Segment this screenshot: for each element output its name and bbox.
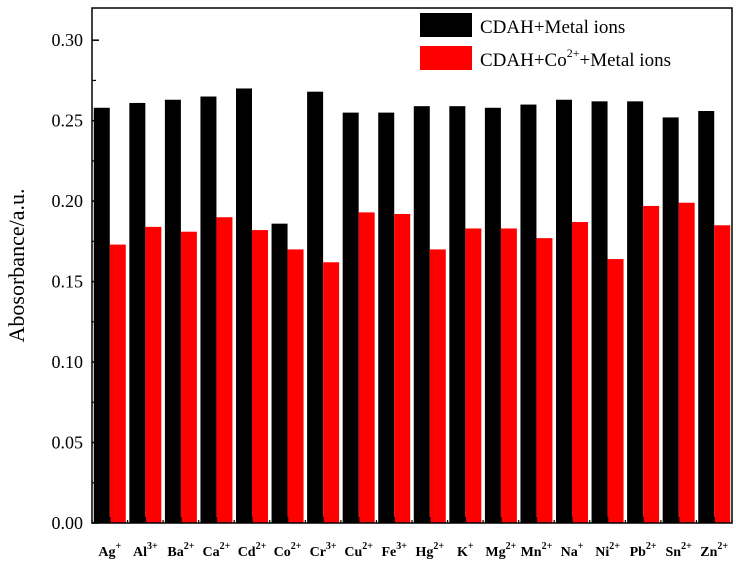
legend-label-2: CDAH+Co2++Metal ions (480, 46, 671, 71)
x-tick-label-ni: Ni2+ (595, 541, 620, 560)
x-tick-label-ba: Ba2+ (167, 541, 194, 560)
legend-swatch-1 (420, 13, 472, 37)
bar-cdah-cu (342, 112, 359, 523)
x-tick-label-fe: Fe3+ (381, 541, 407, 560)
bar-cdah-ag (93, 107, 110, 523)
x-tick-label-k: K+ (457, 541, 474, 560)
bar-cdah-ca (200, 96, 217, 523)
bar-cdah-co-cd (252, 230, 268, 523)
bar-cdah-co-sn (678, 202, 695, 523)
y-tick-label: 0.05 (52, 433, 84, 453)
x-tick-label-cr: Cr3+ (310, 541, 337, 560)
bar-cdah-na (556, 99, 572, 523)
bar-cdah-co-mn (536, 238, 553, 523)
y-tick-label: 0.25 (52, 111, 84, 131)
x-tick-label-ag: Ag+ (98, 541, 121, 560)
x-tick-label-co: Co2+ (274, 541, 302, 560)
x-axis: Ag+ Al3+ Ba2+ Ca2+ Cd2+ Co2+ Cr3+ Cu2+ Fe3+ Hg2+ K… (91, 517, 733, 560)
x-tick-label-mg: Mg2+ (485, 541, 516, 560)
bar-cdah-co (271, 223, 288, 523)
bar-cdah-co-pb (643, 205, 660, 523)
bar-cdah-co-zn (714, 225, 731, 523)
bar-cdah-co-fe (394, 214, 411, 523)
legend-label-1: CDAH+Metal ions (480, 17, 625, 38)
bar-cdah-co-hg (429, 249, 446, 523)
bar-cdah-ba (164, 99, 181, 523)
x-tick-label-cu: Cu2+ (344, 541, 373, 560)
bar-cdah-co-ni (607, 259, 624, 523)
x-tick-label-sn: Sn2+ (666, 541, 693, 560)
bar-cdah-k (449, 106, 466, 523)
bar-cdah-cd (236, 88, 252, 523)
y-tick-label: 0.10 (52, 352, 84, 372)
legend: CDAH+Metal ions CDAH+Co2++Metal ions (420, 13, 671, 71)
bar-cdah-zn (698, 111, 715, 523)
x-tick-label-al: Al3+ (133, 541, 158, 560)
bar-cdah-ni (591, 101, 608, 523)
bar-cdah-mn (520, 104, 537, 523)
x-tick-label-hg: Hg2+ (415, 541, 444, 560)
y-tick-label: 0.30 (52, 30, 84, 50)
legend-swatch-2 (420, 46, 472, 70)
y-axis: 0.00 0.05 0.10 0.15 0.20 0.25 0.30 (52, 30, 99, 533)
x-tick-label-mn: Mn2+ (521, 541, 553, 560)
bar-cdah-co-al (145, 226, 162, 523)
x-tick-label-cd: Cd2+ (238, 541, 267, 560)
bars-layer (93, 88, 731, 523)
bar-cdah-co-ba (180, 231, 197, 523)
y-axis-label: Abosorbance/a.u. (4, 189, 29, 343)
x-tick-label-pb: Pb2+ (630, 541, 657, 560)
bar-cdah-cr (307, 91, 324, 523)
x-tick-label-ca: Ca2+ (203, 541, 231, 560)
bar-cdah-co-ca (216, 217, 233, 523)
bar-cdah-sn (662, 117, 679, 523)
bar-cdah-co-cr (323, 262, 340, 523)
bar-cdah-co-cu (358, 212, 375, 523)
bar-cdah-co-ag (109, 244, 126, 523)
y-tick-label: 0.15 (52, 272, 84, 292)
bar-cdah-co-co (287, 249, 304, 523)
bar-cdah-co-k (465, 228, 482, 523)
bar-cdah-hg (413, 106, 430, 523)
bar-cdah-al (129, 102, 146, 523)
bar-cdah-co-mg (500, 228, 517, 523)
y-tick-label: 0.20 (52, 191, 84, 211)
bar-cdah-co-na (572, 222, 588, 523)
bar-cdah-fe (378, 112, 395, 523)
x-tick-label-zn: Zn2+ (700, 541, 728, 560)
y-tick-label: 0.00 (52, 513, 84, 533)
x-tick-label-na: Na+ (561, 541, 584, 560)
bar-cdah-mg (484, 107, 501, 523)
bar-cdah-pb (627, 101, 644, 523)
